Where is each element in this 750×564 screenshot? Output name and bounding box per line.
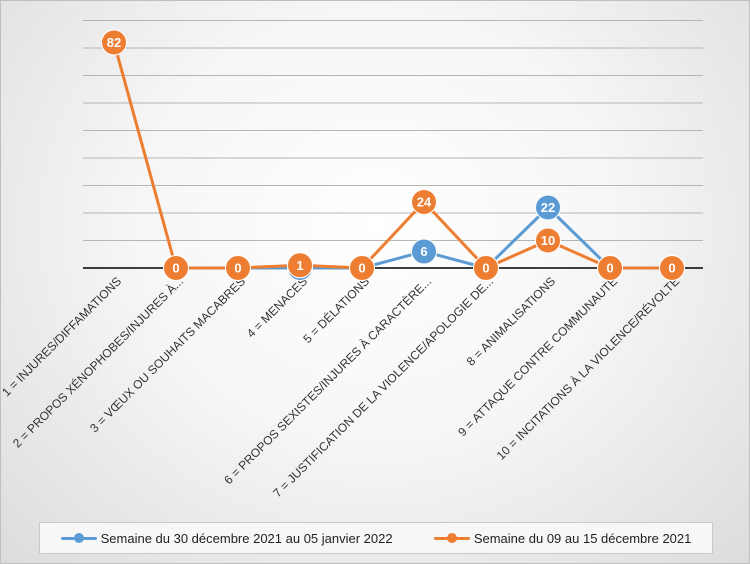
data-point: [473, 255, 499, 281]
legend-label-series-2: Semaine du 09 au 15 décembre 2021: [473, 530, 692, 546]
legend-swatch-series-2: [433, 533, 470, 543]
series-line: [112, 42, 672, 270]
data-point: [411, 238, 437, 265]
x-tick-label: 4 = MENACES: [244, 274, 310, 340]
data-label: 0: [482, 261, 489, 276]
data-label: 24: [417, 195, 432, 210]
data-label: 82: [107, 35, 121, 50]
data-label: 0: [606, 261, 613, 276]
data-point: [287, 252, 313, 279]
data-point: [349, 255, 375, 281]
x-tick-label: 6 = PROPOS SEXISTES/INJURES À CARACTÈRE.…: [221, 274, 435, 488]
legend: Semaine du 30 décembre 2021 au 05 janvie…: [39, 522, 713, 554]
legend-label-series-1: Semaine du 30 décembre 2021 au 05 janvie…: [100, 530, 393, 546]
x-tick-label: 1 = INJURES/DIFFAMATIONS: [1, 274, 124, 399]
data-point: [163, 255, 189, 281]
data-point: [225, 255, 251, 281]
gridlines: [83, 20, 703, 241]
data-point: [411, 189, 437, 215]
data-label: 1: [296, 258, 303, 273]
legend-item-series-1: Semaine du 30 décembre 2021 au 05 janvie…: [60, 530, 393, 546]
data-label: 0: [358, 261, 365, 276]
x-tick-label: 7 = JUSTIFICATION DE LA VIOLENCE/APOLOGI…: [270, 274, 496, 500]
data-point: [535, 227, 561, 254]
data-label: 6: [420, 244, 427, 259]
data-label: 22: [541, 200, 555, 215]
data-point: [535, 194, 561, 221]
data-label: 10: [541, 233, 555, 248]
data-label: 0: [172, 261, 179, 276]
legend-item-series-2: Semaine du 09 au 15 décembre 2021: [433, 530, 692, 546]
data-point: [101, 29, 127, 56]
x-tick-label: 5 = DÉLATIONS: [300, 274, 372, 346]
data-label: 0: [234, 261, 241, 276]
legend-swatch-series-1: [60, 533, 97, 543]
data-point: [659, 255, 685, 281]
data-label: 0: [668, 261, 675, 276]
data-point: [597, 255, 623, 281]
